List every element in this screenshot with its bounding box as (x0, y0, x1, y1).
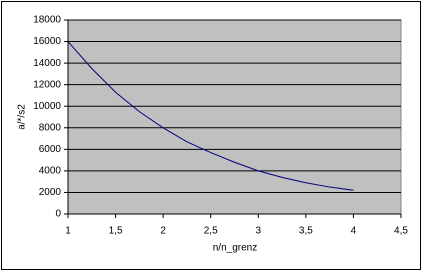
x-tick-label: 4 (351, 226, 357, 237)
y-tick-label: 2000 (39, 187, 62, 198)
y-tick-label: 14000 (33, 58, 61, 69)
y-axis-label: a/*/s2 (17, 104, 28, 130)
y-tick-label: 6000 (39, 144, 62, 155)
x-tick-label: 1,5 (109, 226, 123, 237)
plot-area (67, 19, 402, 215)
y-tick-label: 16000 (33, 36, 61, 47)
y-tick-label: 4000 (39, 166, 62, 177)
x-tick-label: 2,5 (204, 226, 218, 237)
y-tick-label: 10000 (33, 101, 61, 112)
x-axis-label: n/n_grenz (213, 243, 257, 254)
x-tick-label: 4,5 (394, 226, 408, 237)
x-tick-label: 1 (65, 226, 71, 237)
x-tick-label: 2 (160, 226, 166, 237)
y-tick-label: 0 (55, 209, 61, 220)
x-tick-label: 3,5 (299, 226, 313, 237)
y-tick-label: 18000 (33, 15, 61, 26)
y-tick-label: 8000 (39, 122, 62, 133)
y-tick-label: 12000 (33, 79, 61, 90)
data-line (67, 41, 354, 191)
x-tick-label: 3 (256, 226, 262, 237)
